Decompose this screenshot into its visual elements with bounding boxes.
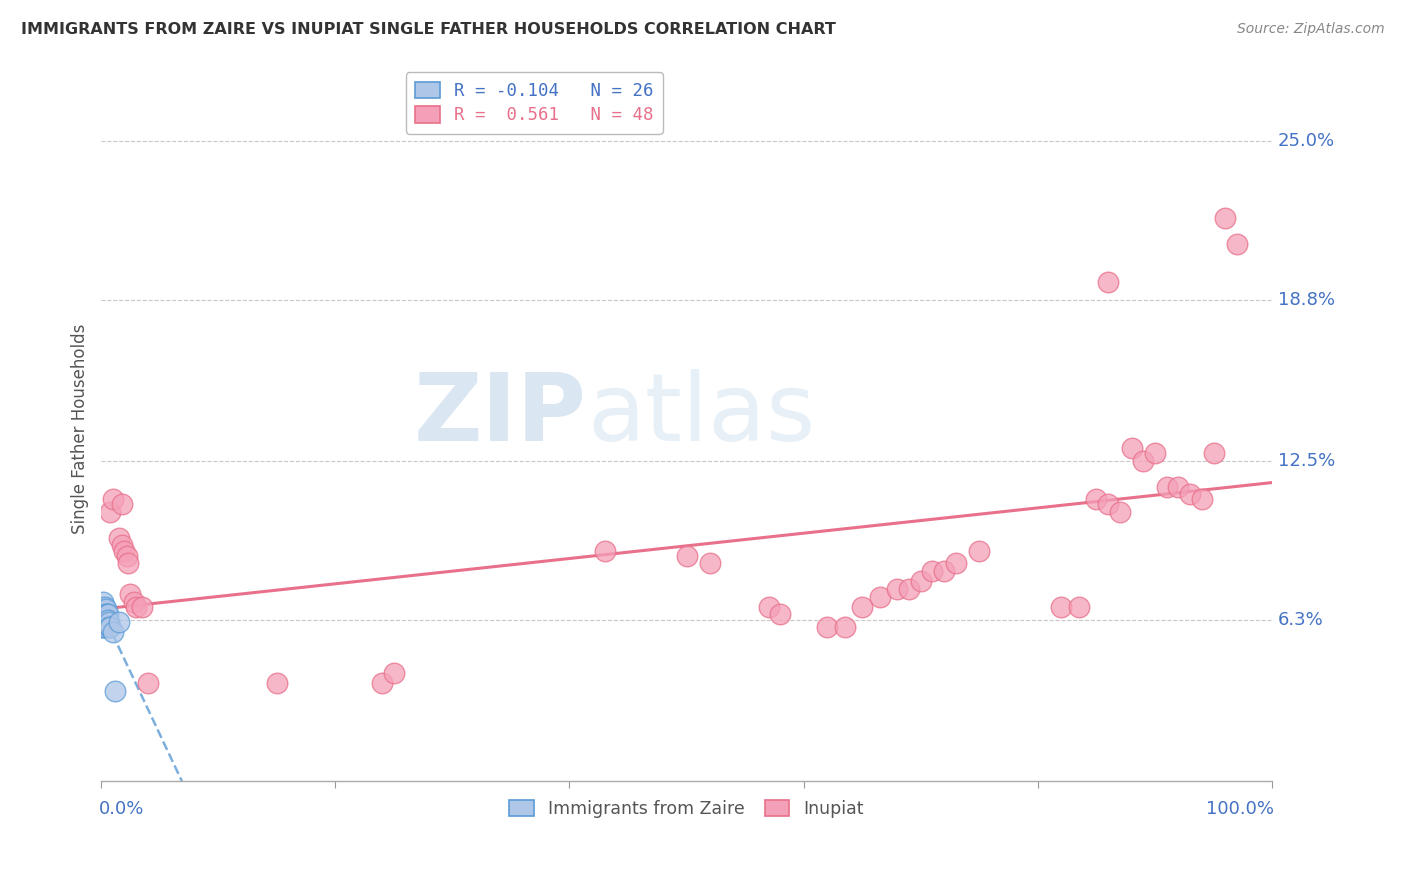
Point	[120, 587, 142, 601]
Point	[1097, 275, 1119, 289]
Point	[1156, 479, 1178, 493]
Point	[98, 615, 121, 629]
Point	[96, 607, 118, 622]
Point	[91, 599, 114, 614]
Point	[93, 599, 115, 614]
Point	[91, 615, 114, 629]
Text: Source: ZipAtlas.com: Source: ZipAtlas.com	[1237, 22, 1385, 37]
Point	[114, 543, 136, 558]
Point	[869, 590, 891, 604]
Point	[934, 564, 956, 578]
Point	[699, 556, 721, 570]
Point	[266, 676, 288, 690]
Point	[886, 582, 908, 596]
Point	[93, 607, 115, 622]
Point	[96, 613, 118, 627]
Text: 6.3%: 6.3%	[1278, 610, 1323, 629]
Point	[122, 594, 145, 608]
Point	[101, 625, 124, 640]
Point	[93, 594, 115, 608]
Point	[1132, 454, 1154, 468]
Text: IMMIGRANTS FROM ZAIRE VS INUPIAT SINGLE FATHER HOUSEHOLDS CORRELATION CHART: IMMIGRANTS FROM ZAIRE VS INUPIAT SINGLE …	[21, 22, 837, 37]
Point	[675, 549, 697, 563]
Point	[101, 492, 124, 507]
Point	[910, 574, 932, 589]
Point	[91, 620, 114, 634]
Point	[107, 615, 129, 629]
Point	[93, 620, 115, 634]
Point	[1167, 479, 1189, 493]
Point	[111, 498, 134, 512]
Point	[94, 607, 117, 622]
Point	[93, 602, 115, 616]
Point	[117, 556, 139, 570]
Point	[1226, 236, 1249, 251]
Text: 18.8%: 18.8%	[1278, 291, 1334, 309]
Point	[104, 684, 127, 698]
Point	[898, 582, 921, 596]
Point	[1097, 498, 1119, 512]
Point	[97, 613, 120, 627]
Text: ZIP: ZIP	[415, 369, 588, 461]
Point	[969, 543, 991, 558]
Point	[93, 613, 115, 627]
Point	[1202, 446, 1225, 460]
Text: 0.0%: 0.0%	[98, 800, 143, 818]
Text: 100.0%: 100.0%	[1206, 800, 1274, 818]
Point	[1121, 441, 1143, 455]
Point	[125, 599, 148, 614]
Point	[851, 599, 873, 614]
Point	[136, 676, 159, 690]
Legend: Immigrants from Zaire, Inupiat: Immigrants from Zaire, Inupiat	[502, 793, 870, 825]
Point	[382, 666, 405, 681]
Point	[945, 556, 967, 570]
Point	[769, 607, 792, 622]
Point	[97, 607, 120, 622]
Point	[98, 620, 121, 634]
Point	[1085, 492, 1108, 507]
Point	[593, 543, 616, 558]
Point	[1108, 505, 1130, 519]
Point	[93, 620, 115, 634]
Point	[100, 620, 122, 634]
Point	[107, 531, 129, 545]
Point	[100, 505, 122, 519]
Point	[115, 549, 138, 563]
Point	[94, 615, 117, 629]
Point	[94, 602, 117, 616]
Point	[1178, 487, 1201, 501]
Point	[111, 538, 134, 552]
Point	[371, 676, 394, 690]
Point	[93, 613, 115, 627]
Text: atlas: atlas	[588, 369, 815, 461]
Point	[93, 607, 115, 622]
Point	[131, 599, 153, 614]
Point	[921, 564, 943, 578]
Point	[1050, 599, 1073, 614]
Y-axis label: Single Father Households: Single Father Households	[72, 324, 89, 534]
Text: 25.0%: 25.0%	[1278, 132, 1336, 151]
Point	[91, 607, 114, 622]
Point	[1143, 446, 1166, 460]
Point	[834, 620, 856, 634]
Point	[758, 599, 780, 614]
Point	[1191, 492, 1213, 507]
Point	[1067, 599, 1090, 614]
Text: 12.5%: 12.5%	[1278, 452, 1336, 470]
Point	[815, 620, 838, 634]
Point	[1213, 211, 1236, 225]
